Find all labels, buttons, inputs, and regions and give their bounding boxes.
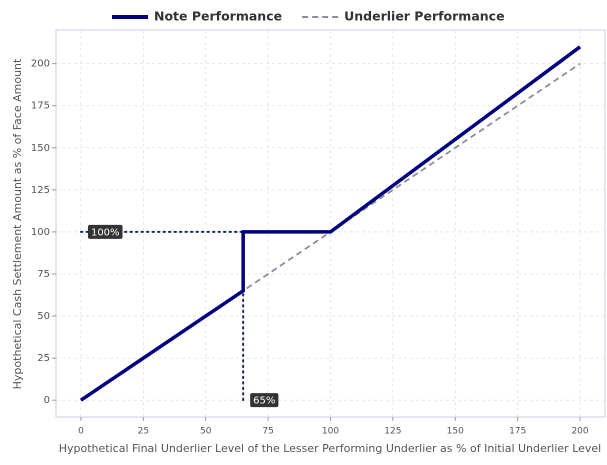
y-tick-label: 0 <box>44 395 50 406</box>
y-tick-label: 125 <box>31 185 50 196</box>
x-tick-label: 25 <box>138 427 149 437</box>
x-tick-label: 50 <box>200 427 212 437</box>
y-tick-label: 50 <box>37 311 50 322</box>
x-tick-label: 75 <box>262 427 273 437</box>
y-tick-label: 200 <box>31 59 50 70</box>
y-tick-label: 75 <box>37 269 50 280</box>
annotation-label: 65% <box>253 396 275 407</box>
annotation-label: 100% <box>91 227 120 238</box>
x-tick-label: 100 <box>322 427 339 437</box>
x-tick-label: 150 <box>447 427 464 437</box>
y-tick-label: 150 <box>31 143 50 154</box>
annotation-box <box>250 393 279 408</box>
x-tick-label: 200 <box>571 427 588 437</box>
y-tick-label: 175 <box>31 101 50 112</box>
y-tick-label: 25 <box>37 353 50 364</box>
legend-label: Underlier Performance <box>344 9 504 24</box>
x-axis-label: Hypothetical Final Underlier Level of th… <box>59 442 602 455</box>
x-tick-label: 175 <box>509 427 526 437</box>
y-axis-label: Hypothetical Cash Settlement Amount as %… <box>11 58 24 389</box>
x-tick-label: 0 <box>78 427 84 437</box>
x-tick-label: 125 <box>384 427 401 437</box>
series-line <box>79 45 582 402</box>
y-tick-label: 100 <box>31 227 50 238</box>
annotation-box <box>87 224 123 239</box>
legend-label: Note Performance <box>154 9 282 24</box>
